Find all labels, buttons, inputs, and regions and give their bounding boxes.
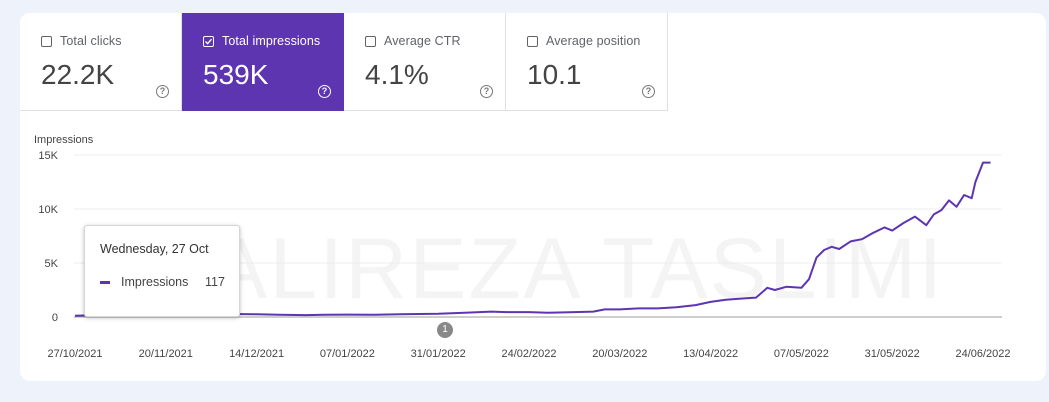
- metric-average-ctr[interactable]: Average CTR 4.1% ?: [344, 13, 506, 111]
- x-tick-label: 31/01/2022: [411, 348, 466, 360]
- help-icon[interactable]: ?: [156, 85, 169, 98]
- help-icon[interactable]: ?: [480, 85, 493, 98]
- checkbox-unchecked-icon[interactable]: [365, 36, 376, 47]
- x-tick-label: 14/12/2021: [229, 348, 284, 360]
- metric-tabs: Total clicks 22.2K ? Total impressions 5…: [20, 13, 668, 111]
- help-icon[interactable]: ?: [642, 85, 655, 98]
- help-icon[interactable]: ?: [318, 85, 331, 98]
- x-tick-label: 31/05/2022: [865, 348, 920, 360]
- annotation-marker[interactable]: 1: [437, 322, 453, 338]
- metric-value: 10.1: [527, 59, 582, 90]
- y-axis-title: Impressions: [34, 134, 94, 146]
- metric-label: Total clicks: [60, 34, 122, 48]
- x-tick-label: 24/02/2022: [501, 348, 556, 360]
- checkbox-checked-icon[interactable]: [203, 36, 214, 47]
- series-swatch: [100, 281, 110, 284]
- y-tick-label: 0: [52, 312, 58, 324]
- metric-value: 4.1%: [365, 59, 429, 90]
- metric-total-impressions[interactable]: Total impressions 539K ?: [182, 13, 344, 111]
- tooltip-value: 117: [205, 275, 225, 289]
- y-tick-label: 10K: [38, 204, 58, 216]
- x-tick-label: 24/06/2022: [955, 348, 1010, 360]
- x-tick-label: 13/04/2022: [683, 348, 738, 360]
- metric-label: Total impressions: [222, 34, 321, 48]
- metric-label: Average CTR: [384, 34, 461, 48]
- checkbox-unchecked-icon[interactable]: [527, 36, 538, 47]
- series-line-impressions: [74, 161, 991, 317]
- performance-card: Total clicks 22.2K ? Total impressions 5…: [20, 13, 1046, 381]
- metric-value: 22.2K: [41, 59, 115, 90]
- metric-average-position[interactable]: Average position 10.1 ?: [506, 13, 668, 111]
- chart-tooltip: Wednesday, 27 Oct Impressions 117: [84, 225, 240, 317]
- x-tick-label: 20/11/2021: [139, 348, 193, 360]
- x-tick-label: 07/05/2022: [774, 348, 829, 360]
- impressions-chart[interactable]: 0 5K 10K 15K 27/10/2021 20/11/2021 14/12/2021 0…: [20, 13, 1046, 381]
- x-tick-label: 20/03/2022: [592, 348, 647, 360]
- x-tick-label: 27/10/2021: [47, 348, 102, 360]
- tooltip-date: Wednesday, 27 Oct: [100, 242, 209, 256]
- metric-total-clicks[interactable]: Total clicks 22.2K ?: [20, 13, 182, 111]
- tooltip-series-name: Impressions: [121, 275, 189, 289]
- metric-value: 539K: [203, 59, 269, 90]
- y-tick-label: 5K: [45, 258, 59, 270]
- checkbox-unchecked-icon[interactable]: [41, 36, 52, 47]
- x-tick-label: 07/01/2022: [320, 348, 375, 360]
- y-tick-label: 15K: [38, 150, 58, 162]
- metric-label: Average position: [546, 34, 641, 48]
